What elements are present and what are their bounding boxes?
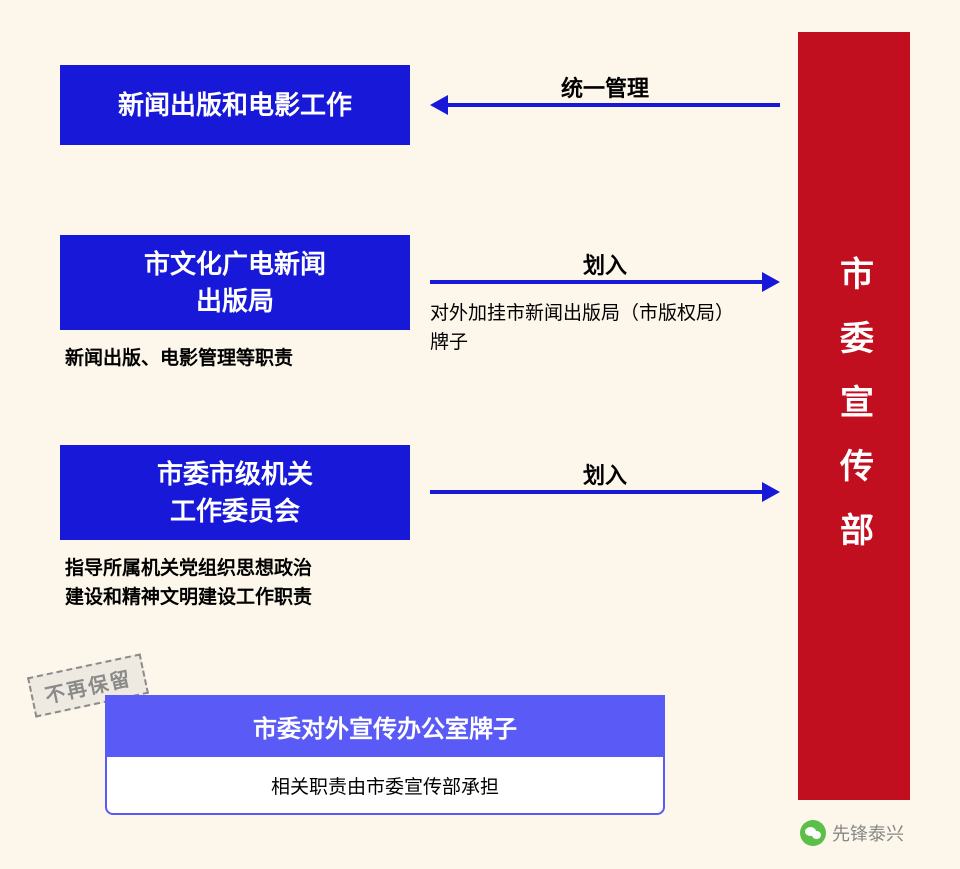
arrow-label-a1: 统一管理 xyxy=(545,71,665,103)
wechat-watermark: 先锋泰兴 xyxy=(800,820,904,846)
arrow-label-a2: 划入 xyxy=(545,248,665,280)
removed-title: 市委对外宣传办公室牌子 xyxy=(105,695,665,757)
removed-note: 相关职责由市委宣传部承担 xyxy=(105,757,665,815)
diagram-canvas: 市委宣传部 新闻出版和电影工作市文化广电新闻出版局新闻出版、电影管理等职责市委市级… xyxy=(0,0,960,869)
target-column: 市委宣传部 xyxy=(798,32,910,800)
arrow-label-a3: 划入 xyxy=(545,458,665,490)
wechat-icon xyxy=(800,820,826,846)
source-box-b2: 市文化广电新闻出版局 xyxy=(60,235,410,330)
arrow-note-a2: 对外加挂市新闻出版局（市版权局）牌子 xyxy=(430,300,750,357)
wechat-label: 先锋泰兴 xyxy=(832,820,904,846)
source-box-b1: 新闻出版和电影工作 xyxy=(60,65,410,145)
source-box-b3: 市委市级机关工作委员会 xyxy=(60,445,410,540)
source-caption-b3: 指导所属机关党组织思想政治建设和精神文明建设工作职责 xyxy=(65,555,435,612)
source-caption-b2: 新闻出版、电影管理等职责 xyxy=(65,345,435,374)
